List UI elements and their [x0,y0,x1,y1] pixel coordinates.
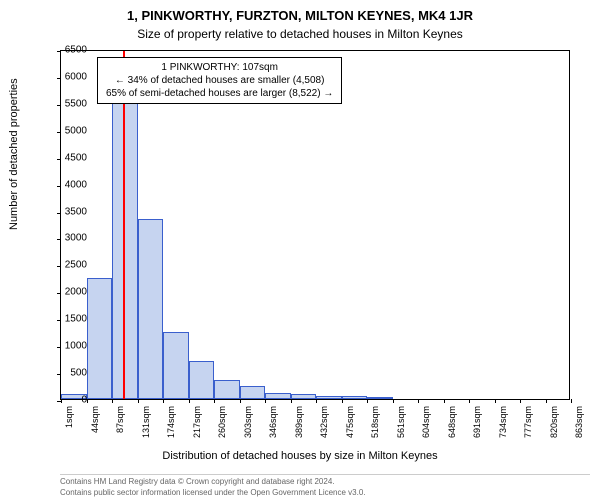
histogram-bar [367,397,393,399]
x-tick-mark [520,399,521,403]
y-tick-label: 3000 [47,233,87,244]
x-tick-mark [214,399,215,403]
y-tick-label: 0 [47,395,87,406]
y-tick-label: 5500 [47,98,87,109]
x-tick-label: 561sqm [396,406,406,438]
y-tick-label: 5000 [47,125,87,136]
x-tick-label: 648sqm [447,406,457,438]
x-tick-mark [265,399,266,403]
x-tick-label: 691sqm [472,406,482,438]
x-tick-label: 87sqm [115,406,125,433]
histogram-bar [189,361,215,399]
x-tick-mark [393,399,394,403]
title-main: 1, PINKWORTHY, FURZTON, MILTON KEYNES, M… [0,0,600,23]
x-tick-mark [189,399,190,403]
y-tick-label: 500 [47,368,87,379]
x-tick-label: 518sqm [370,406,380,438]
histogram-bar [214,380,240,399]
chart-plot-area: 1 PINKWORTHY: 107sqm ← 34% of detached h… [60,50,570,400]
y-tick-label: 6500 [47,45,87,56]
x-tick-label: 389sqm [294,406,304,438]
y-tick-label: 4000 [47,179,87,190]
x-tick-label: 217sqm [192,406,202,438]
footer: Contains HM Land Registry data © Crown c… [60,474,590,498]
x-tick-label: 863sqm [574,406,584,438]
footer-line-2: Contains public sector information licen… [60,488,590,498]
y-tick-label: 1500 [47,314,87,325]
x-tick-mark [112,399,113,403]
x-tick-label: 734sqm [498,406,508,438]
x-tick-mark [367,399,368,403]
x-tick-label: 1sqm [64,406,74,428]
x-tick-mark [291,399,292,403]
histogram-bar [163,332,189,399]
histogram-bar [265,393,291,399]
x-tick-mark [418,399,419,403]
x-tick-label: 820sqm [549,406,559,438]
x-tick-mark [342,399,343,403]
x-tick-label: 44sqm [90,406,100,433]
histogram-bar [342,396,368,399]
histogram-bar [138,219,164,399]
x-tick-label: 260sqm [217,406,227,438]
x-tick-mark [163,399,164,403]
x-tick-mark [495,399,496,403]
x-tick-label: 131sqm [141,406,151,438]
x-tick-label: 174sqm [166,406,176,438]
x-tick-mark [469,399,470,403]
histogram-bar [87,278,113,399]
info-line-1: 1 PINKWORTHY: 107sqm [106,61,333,74]
y-tick-label: 6000 [47,71,87,82]
info-line-3: 65% of semi-detached houses are larger (… [106,87,333,100]
x-tick-mark [316,399,317,403]
y-tick-label: 4500 [47,152,87,163]
x-tick-mark [571,399,572,403]
x-axis-label: Distribution of detached houses by size … [0,450,600,462]
y-axis-label: Number of detached properties [8,78,20,230]
x-tick-mark [138,399,139,403]
info-line-2: ← 34% of detached houses are smaller (4,… [106,74,333,87]
x-tick-mark [240,399,241,403]
x-tick-mark [546,399,547,403]
footer-line-1: Contains HM Land Registry data © Crown c… [60,477,590,487]
histogram-bar [240,386,266,399]
x-tick-label: 475sqm [345,406,355,438]
y-tick-label: 1000 [47,341,87,352]
y-tick-label: 3500 [47,206,87,217]
x-tick-label: 346sqm [268,406,278,438]
x-tick-label: 303sqm [243,406,253,438]
x-tick-label: 604sqm [421,406,431,438]
y-tick-label: 2500 [47,260,87,271]
info-box: 1 PINKWORTHY: 107sqm ← 34% of detached h… [97,57,342,104]
x-tick-label: 777sqm [523,406,533,438]
histogram-bar [316,396,342,399]
title-sub: Size of property relative to detached ho… [0,23,600,41]
histogram-bar [291,394,317,399]
y-tick-label: 2000 [47,287,87,298]
x-tick-label: 432sqm [319,406,329,438]
x-tick-mark [444,399,445,403]
